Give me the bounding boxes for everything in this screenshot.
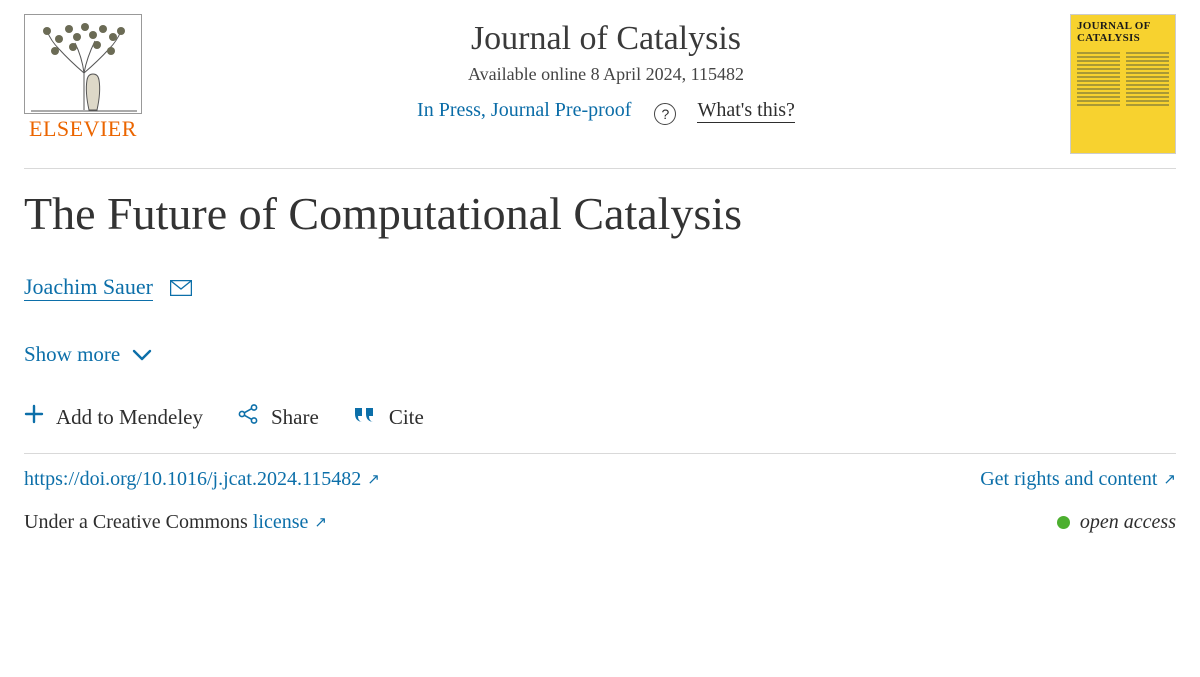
plus-icon (24, 404, 44, 430)
status-row: In Press, Journal Pre-proof ? What's thi… (154, 99, 1058, 125)
cover-toc-lines (1077, 52, 1169, 149)
license-text: Under a Creative Commons license↗ (24, 511, 327, 534)
actions-row: Add to Mendeley Share Cite (24, 403, 1176, 431)
cc-prefix: Under a Creative Commons (24, 511, 253, 533)
share-label: Share (271, 405, 319, 430)
header-center: Journal of Catalysis Available online 8 … (154, 14, 1058, 125)
doi-link[interactable]: https://doi.org/10.1016/j.jcat.2024.1154… (24, 468, 380, 491)
article-title: The Future of Computational Catalysis (24, 187, 1176, 240)
license-row: Under a Creative Commons license↗ open a… (24, 511, 1176, 534)
external-link-icon: ↗ (1163, 472, 1176, 488)
doi-row: https://doi.org/10.1016/j.jcat.2024.1154… (24, 468, 1176, 491)
cc-license-link[interactable]: license↗ (253, 511, 327, 533)
open-access-label: open access (1080, 511, 1176, 534)
journal-name-link[interactable]: Journal of Catalysis (154, 20, 1058, 58)
external-link-icon: ↗ (314, 515, 327, 531)
open-access-dot-icon (1057, 516, 1070, 529)
divider (24, 453, 1176, 454)
author-link[interactable]: Joachim Sauer (24, 274, 153, 301)
open-access-badge: open access (1057, 511, 1176, 534)
rights-text: Get rights and content (980, 468, 1157, 490)
journal-cover-thumbnail[interactable]: JOURNAL OF CATALYSIS (1070, 14, 1176, 154)
doi-text: https://doi.org/10.1016/j.jcat.2024.1154… (24, 468, 361, 490)
help-icon[interactable]: ? (654, 103, 676, 125)
quote-icon (353, 405, 377, 430)
external-link-icon: ↗ (367, 472, 380, 488)
share-button[interactable]: Share (237, 403, 319, 431)
add-to-mendeley-button[interactable]: Add to Mendeley (24, 403, 203, 431)
show-more-toggle[interactable]: Show more (24, 342, 152, 367)
availability-text: Available online 8 April 2024, 115482 (154, 64, 1058, 85)
publisher-tree-illustration (24, 14, 142, 114)
show-more-label: Show more (24, 342, 120, 367)
publisher-logo[interactable]: ELSEVIER (24, 14, 142, 142)
author-row: Joachim Sauer (24, 274, 1176, 302)
status-link[interactable]: In Press, Journal Pre-proof (417, 99, 631, 121)
share-icon (237, 403, 259, 431)
cite-label: Cite (389, 405, 424, 430)
chevron-down-icon (132, 349, 152, 361)
cover-title-2: CATALYSIS (1077, 33, 1169, 45)
whats-this-link[interactable]: What's this? (697, 99, 794, 123)
cite-button[interactable]: Cite (353, 403, 424, 431)
rights-link[interactable]: Get rights and content ↗ (980, 468, 1176, 491)
article-header: ELSEVIER Journal of Catalysis Available … (24, 14, 1176, 154)
cover-title-1: JOURNAL OF (1077, 21, 1169, 33)
mail-icon[interactable] (170, 276, 192, 302)
publisher-name: ELSEVIER (29, 116, 137, 142)
divider (24, 168, 1176, 169)
mendeley-label: Add to Mendeley (56, 405, 203, 430)
